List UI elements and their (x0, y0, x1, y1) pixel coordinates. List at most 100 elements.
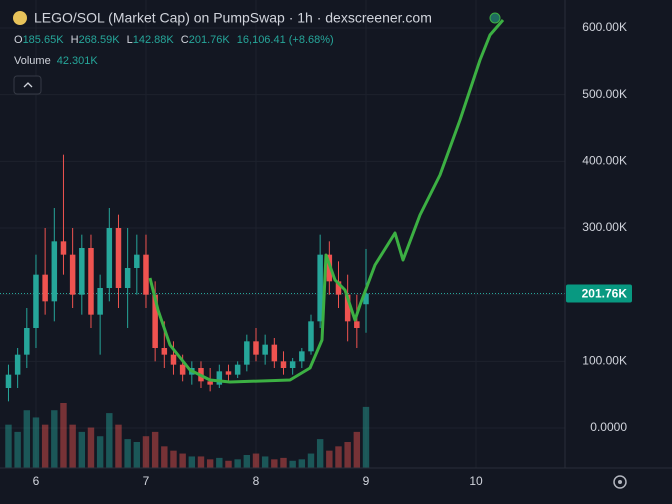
collapse-icon (23, 82, 33, 88)
volume-bar (289, 460, 296, 468)
volume-bar (307, 453, 315, 468)
candle-body (354, 321, 360, 328)
candle-body (280, 361, 287, 368)
volume-bar (298, 459, 306, 468)
volume-bar (188, 456, 196, 468)
volume-bar (252, 453, 260, 468)
candle-body (271, 344, 278, 362)
candle-body (253, 341, 259, 355)
volume-bar (161, 446, 168, 468)
volume-bar (124, 439, 131, 468)
candle-body (289, 361, 296, 368)
y-tick-label: 0.0000 (590, 420, 627, 434)
candle-body (234, 364, 241, 375)
ohlc-value: 201.76K (189, 34, 231, 46)
x-tick-label: 9 (363, 474, 370, 488)
volume-bar (344, 442, 351, 468)
volume-bar (5, 424, 12, 468)
volume-bar (243, 455, 251, 468)
settings-icon (613, 475, 627, 489)
y-tick-label: 100.00K (582, 354, 627, 368)
candle-body (299, 351, 305, 362)
volume-bar (206, 459, 214, 468)
candle-body (317, 254, 323, 322)
chart-title: LEGO/SOL (Market Cap) on PumpSwap · 1h ·… (34, 10, 432, 26)
candle-body (14, 354, 21, 375)
candle-body (33, 274, 39, 328)
ohlc-value: 268.59K (79, 34, 121, 46)
volume-bar (41, 424, 49, 468)
volume-bar (234, 459, 241, 468)
candle-body (152, 294, 158, 348)
collapse-button[interactable] (13, 75, 42, 95)
y-tick-label: 400.00K (582, 154, 627, 168)
x-tick-label: 8 (253, 474, 260, 488)
candle-body (363, 293, 369, 305)
volume-bar (115, 424, 122, 468)
token-logo (13, 11, 27, 25)
volume-bar (362, 406, 370, 468)
candle-body (24, 328, 30, 355)
last-price-box (566, 284, 632, 303)
candle-body (60, 241, 67, 255)
volume-key: Volume (14, 55, 51, 67)
candle-body (244, 341, 250, 365)
ohlc-value: 142.88K (133, 34, 175, 46)
candle-body (308, 321, 314, 352)
y-tick-label: 300.00K (582, 220, 627, 234)
ohlc-key: H (71, 34, 79, 46)
volume-bar (280, 457, 287, 468)
candle-body (97, 288, 103, 315)
settings-icon-center (618, 480, 622, 484)
volume-bar (179, 453, 186, 468)
ohlc-legend: O185.65K H268.59K L142.88K C201.76K 16,1… (14, 34, 334, 46)
candle-body (69, 254, 76, 295)
last-price-label: 201.76K (582, 287, 628, 301)
volume-bar (353, 431, 361, 468)
x-tick-label: 6 (33, 474, 40, 488)
candle-body (51, 241, 58, 302)
volume-bar (51, 410, 58, 468)
volume-bar (87, 427, 95, 468)
ohlc-key: C (181, 34, 189, 46)
candle-body (335, 281, 342, 295)
volume-value: 42.301K (57, 55, 99, 67)
y-tick-label: 600.00K (582, 20, 627, 34)
volume-bar (133, 442, 141, 468)
line-handle[interactable] (489, 12, 501, 24)
y-tick-label: 500.00K (582, 87, 627, 101)
candle-body (134, 254, 140, 268)
volume-bar (316, 439, 324, 468)
volume-bar (14, 431, 21, 468)
volume-bar (197, 456, 205, 468)
ohlc-key: O (14, 34, 23, 46)
volume-bar (170, 450, 177, 468)
candle-body (207, 381, 213, 385)
volume-bar (142, 436, 150, 468)
candle-body (179, 364, 186, 375)
ohlc-value: 185.65K (23, 34, 65, 46)
x-tick-label: 7 (143, 474, 150, 488)
drawn-trend-line (148, 19, 505, 384)
candle-body (170, 354, 177, 365)
volume-bar (151, 431, 159, 468)
candle-body (5, 374, 12, 388)
volume-bar (216, 457, 223, 468)
volume-legend: Volume 42.301K (14, 55, 98, 67)
volume-bar (225, 460, 232, 468)
x-tick-label: 10 (469, 474, 483, 488)
volume-bar (261, 456, 269, 468)
candle-body (88, 248, 94, 315)
volume-bar (96, 436, 104, 468)
candle-body (124, 268, 131, 288)
candle-body (42, 274, 48, 302)
settings-button[interactable] (613, 475, 627, 489)
candle-body (262, 344, 268, 355)
volume-bar (106, 413, 113, 468)
candle-body (115, 228, 122, 288)
volume-bar (60, 403, 67, 468)
volume-bar (69, 424, 76, 468)
candle-body (344, 294, 351, 322)
volume-bar (326, 450, 333, 468)
